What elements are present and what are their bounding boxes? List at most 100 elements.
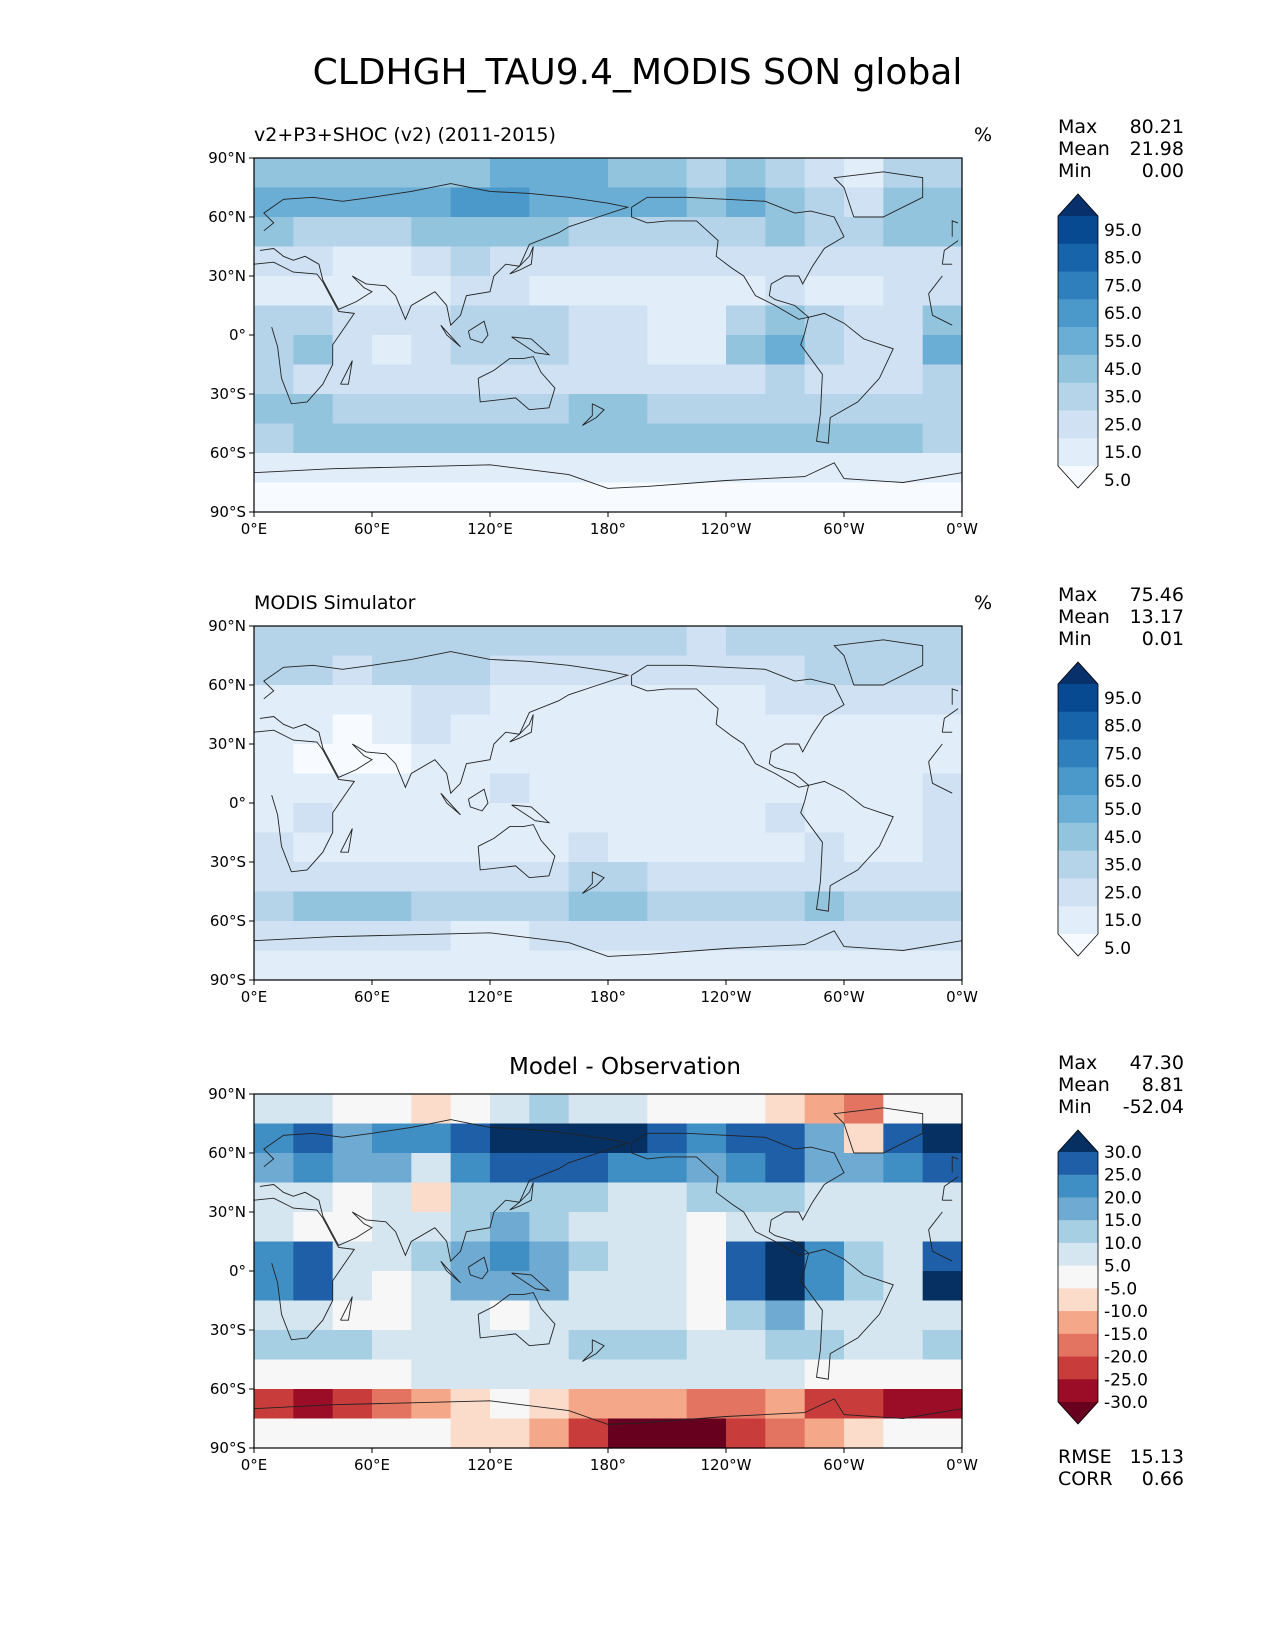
field-cell xyxy=(804,1330,845,1361)
field-cell xyxy=(883,685,924,716)
field-cell xyxy=(686,744,727,775)
field-cell xyxy=(450,364,491,395)
field-cell xyxy=(490,714,530,745)
field-cell xyxy=(608,685,648,716)
field-cell xyxy=(490,1330,530,1361)
field-cell xyxy=(844,714,884,745)
colorbar-swatch xyxy=(1058,906,1098,935)
coastline xyxy=(928,1211,943,1230)
field-cell xyxy=(804,626,845,657)
coastline xyxy=(253,462,963,489)
units-label: % xyxy=(974,124,993,146)
field-cell xyxy=(411,1271,452,1302)
field-cell xyxy=(450,773,491,804)
field-cell xyxy=(450,626,491,657)
field-cell xyxy=(372,1359,412,1390)
field-cell xyxy=(883,364,924,395)
colorbar-outline xyxy=(1057,661,1099,957)
field-cell xyxy=(450,187,491,218)
field-cell xyxy=(372,950,412,981)
colorbar-label: 35.0 xyxy=(1104,856,1142,876)
field-cell xyxy=(686,1300,727,1331)
colorbar-label: 75.0 xyxy=(1104,744,1142,764)
field-cell xyxy=(804,862,845,893)
y-tick-label: 60°S xyxy=(210,912,246,930)
panel-title: Model - Observation xyxy=(508,1054,742,1080)
x-tick-label: 180° xyxy=(590,1456,626,1474)
field-cell xyxy=(529,305,570,336)
field-cell xyxy=(529,714,570,745)
colorbar-label: 30.0 xyxy=(1104,1143,1142,1163)
field-cells xyxy=(254,626,963,981)
field-cell xyxy=(883,305,924,336)
coastline xyxy=(833,639,924,686)
stat-max: 80.21 xyxy=(1129,116,1184,138)
field-cell xyxy=(411,217,452,248)
field-cell xyxy=(332,423,373,454)
colorbar-swatch xyxy=(1058,711,1098,741)
y-tick-label: 0° xyxy=(229,1262,246,1280)
field-cell xyxy=(922,685,963,716)
field-cell xyxy=(450,685,491,716)
field-cell xyxy=(765,335,806,366)
field-cell xyxy=(844,655,884,686)
field-cell xyxy=(568,1182,609,1213)
field-cell xyxy=(686,364,727,395)
field-cell xyxy=(254,1241,294,1272)
field-cell xyxy=(254,1094,294,1125)
colorbar: 95.0 85.0 75.0 65.0 55.0 45.0 35.0 25.0 15.0 5.0 xyxy=(1057,193,1142,491)
coastline xyxy=(509,714,534,743)
field-cell xyxy=(254,423,294,454)
stat-max-label: Max xyxy=(1058,116,1098,138)
field-cell xyxy=(844,744,884,775)
y-tick-label: 90°N xyxy=(208,149,246,167)
field-cell xyxy=(568,1418,609,1449)
field-cell xyxy=(686,1153,727,1184)
coastline xyxy=(509,1182,534,1211)
field-cell xyxy=(293,773,334,804)
y-tick-label: 30°N xyxy=(208,735,246,753)
field-cell xyxy=(844,832,884,863)
field-cell xyxy=(647,1330,688,1361)
field-cell xyxy=(804,394,845,425)
field-cell xyxy=(529,335,570,366)
coastline xyxy=(631,1132,845,1256)
colorbar-swatch xyxy=(1058,271,1098,300)
field-cell xyxy=(608,891,648,922)
field-cell xyxy=(450,217,491,248)
field-cell xyxy=(411,187,452,218)
field-cell xyxy=(293,1271,334,1302)
field-cell xyxy=(293,1212,334,1243)
field-cell xyxy=(647,423,688,454)
field-cell xyxy=(765,1241,806,1272)
field-cell xyxy=(608,1300,648,1331)
field-cell xyxy=(293,276,334,307)
field-cell xyxy=(883,276,924,307)
rmse-label: RMSE xyxy=(1058,1446,1112,1468)
field-cell xyxy=(332,1418,373,1449)
field-cell xyxy=(490,1300,530,1331)
field-cell xyxy=(372,246,412,277)
field-cell xyxy=(726,626,766,657)
field-cell xyxy=(844,803,884,834)
field-cell xyxy=(883,862,924,893)
field-cell xyxy=(490,364,530,395)
coastline xyxy=(928,275,943,294)
field-cell xyxy=(686,482,727,513)
field-cell xyxy=(529,1094,570,1125)
field-cells xyxy=(254,1094,963,1449)
field-cell xyxy=(332,482,373,513)
field-cell xyxy=(804,1418,845,1449)
y-tick-label: 60°S xyxy=(210,444,246,462)
observation-panel: MODIS Simulator % Max 75.46 Mean 13.17 Min… xyxy=(0,578,1275,1048)
field-cell xyxy=(568,626,609,657)
stat-min: 0.00 xyxy=(1141,160,1184,182)
field-cell xyxy=(726,1182,766,1213)
field-cell xyxy=(332,1182,373,1213)
field-cell xyxy=(529,832,570,863)
field-cell xyxy=(726,773,766,804)
field-cell xyxy=(568,1153,609,1184)
coastline xyxy=(340,828,353,853)
field-cell xyxy=(608,626,648,657)
field-cell xyxy=(804,1212,845,1243)
